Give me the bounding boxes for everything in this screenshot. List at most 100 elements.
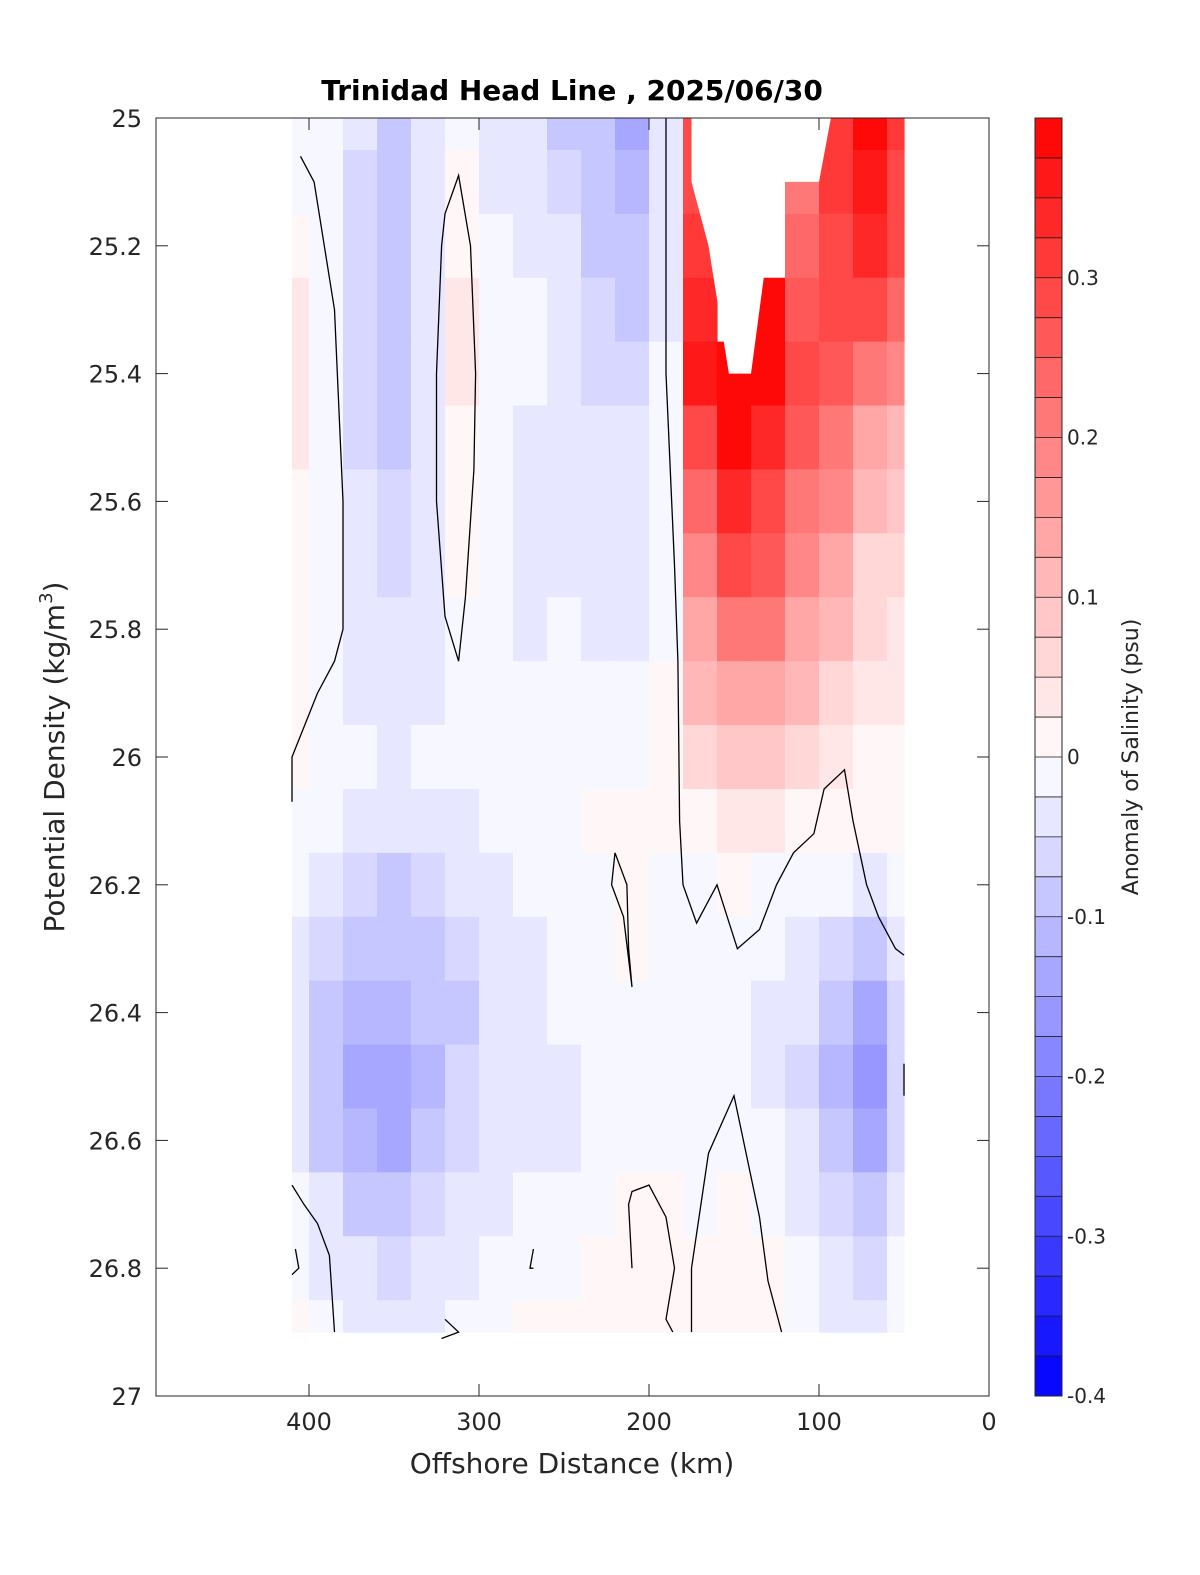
heatmap-cell [887, 213, 905, 279]
heatmap-cell [411, 149, 446, 215]
heatmap-cell [377, 597, 412, 662]
heatmap-cell [887, 341, 905, 407]
heatmap-cell [581, 277, 616, 343]
zero-contour [435, 172, 477, 662]
heatmap-cell [513, 118, 548, 151]
heatmap-cell [615, 597, 650, 662]
heatmap-cell [581, 1172, 616, 1237]
heatmap-cell [513, 1044, 548, 1110]
y-tick-label: 26.8 [89, 1255, 142, 1283]
heatmap-cell [479, 118, 514, 151]
heatmap-cell [717, 1300, 752, 1333]
colorbar-segment [1035, 1196, 1062, 1237]
colorbar-segment [1035, 1356, 1062, 1397]
x-axis-title: Offshore Distance (km) [410, 1447, 735, 1480]
heatmap-cell [887, 1236, 905, 1301]
heatmap-cell [581, 661, 616, 726]
colorbar-segment [1035, 197, 1062, 239]
heatmap-cell [581, 341, 616, 407]
heatmap-cell [615, 661, 650, 726]
heatmap-cell [309, 213, 344, 279]
heatmap-cell [343, 661, 378, 726]
colorbar-segment [1035, 517, 1062, 558]
heatmap-cell [547, 1236, 582, 1301]
heatmap-cell [547, 1300, 582, 1333]
heatmap-cell [649, 1236, 684, 1301]
heatmap-cell [547, 725, 582, 790]
heatmap-cell [581, 788, 616, 854]
heatmap-cell [377, 533, 412, 598]
heatmap-cell [615, 788, 650, 854]
heatmap-cell [513, 980, 548, 1046]
heatmap-cell [377, 1044, 412, 1110]
heatmap-cell [479, 597, 514, 662]
heatmap-cell [377, 118, 412, 151]
heatmap-cell [581, 469, 616, 534]
heatmap-cell [479, 277, 514, 343]
heatmap-cell [377, 149, 412, 215]
heatmap-cell [479, 405, 514, 471]
heatmap-cell [819, 1300, 854, 1333]
heatmap-cell [513, 597, 548, 662]
heatmap-cell [292, 661, 310, 726]
heatmap-cell [292, 341, 310, 407]
y-tick-label: 25.8 [89, 616, 142, 644]
heatmap-cell [581, 852, 616, 918]
heatmap-cell [377, 788, 412, 854]
heatmap-cell [615, 1236, 650, 1301]
heatmap-cell [751, 469, 786, 534]
zero-contour [627, 1184, 676, 1333]
heatmap-cell [547, 661, 582, 726]
heatmap-cell [615, 469, 650, 534]
heatmap-cell [615, 1172, 650, 1237]
heatmap-cell [887, 852, 905, 918]
heatmap-cell [309, 405, 344, 471]
heatmap-cell [751, 1172, 786, 1237]
colorbar-tick-label: -0.3 [1067, 1224, 1106, 1248]
heatmap-cell [581, 725, 616, 790]
heatmap-cell [513, 661, 548, 726]
heatmap-cell [411, 788, 446, 854]
heatmap-cell [513, 1172, 548, 1237]
heatmap-cell [683, 533, 718, 598]
heatmap-cell [887, 980, 905, 1046]
heatmap-cell [343, 118, 378, 151]
heatmap-cell [445, 341, 480, 407]
colorbar-segment [1035, 876, 1062, 918]
heatmap-cell [853, 1236, 888, 1301]
heatmap-cell [377, 661, 412, 726]
heatmap-cell [853, 1044, 888, 1110]
heatmap-cell [683, 916, 718, 982]
heatmap-cell [377, 341, 412, 407]
heatmap-cell [785, 725, 820, 790]
heatmap-cell [445, 1044, 480, 1110]
heatmap-cell [819, 469, 854, 534]
heatmap-cell [751, 341, 786, 407]
heatmap-cell [292, 533, 310, 598]
heatmap-cell [751, 916, 786, 982]
zero-contour [291, 1184, 336, 1333]
heatmap-cell [615, 852, 650, 918]
heatmap-cell [309, 916, 344, 982]
heatmap-cell [547, 1172, 582, 1237]
colorbar-segment [1035, 277, 1062, 319]
heatmap-cell [785, 533, 820, 598]
heatmap-cell [411, 1236, 446, 1301]
chart-title: Trinidad Head Line , 2025/06/30 [321, 74, 823, 107]
heatmap-cell [547, 788, 582, 854]
x-tick-label: 0 [981, 1408, 996, 1436]
heatmap-cell [887, 661, 905, 726]
heatmap-cell [445, 661, 480, 726]
heatmap-cell [343, 1172, 378, 1237]
heatmap-cell [717, 1236, 752, 1301]
heatmap-cell [377, 1300, 412, 1333]
heatmap-cell [853, 277, 888, 343]
heatmap-cell [411, 852, 446, 918]
heatmap-cell [853, 725, 888, 790]
colorbar-segment [1035, 637, 1062, 678]
heatmap-cell [615, 916, 650, 982]
colorbar-tick-label: 0.1 [1067, 585, 1099, 609]
heatmap-cell [581, 1044, 616, 1110]
heatmap-cell [309, 469, 344, 534]
